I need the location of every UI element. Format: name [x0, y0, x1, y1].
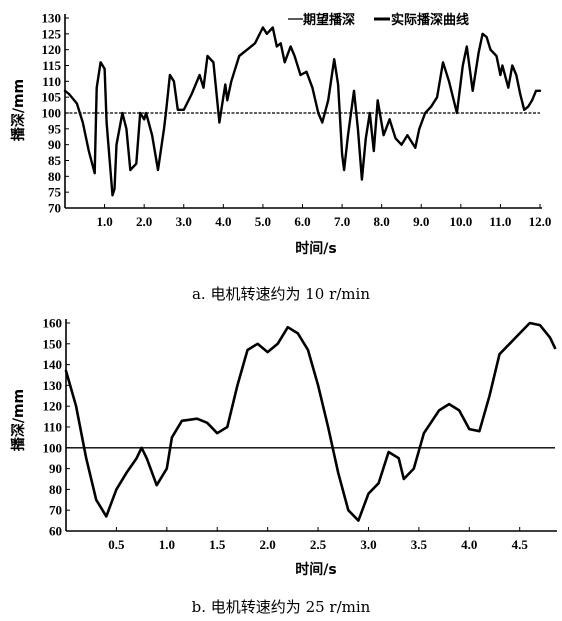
x-tick-label-b: 1.0 [159, 537, 175, 552]
y-tick-label-a: 70 [48, 201, 61, 216]
y-tick-label-a: 130 [42, 11, 62, 26]
y-tick-label-b: 120 [43, 399, 63, 414]
x-tick-label-a: 4.0 [215, 214, 231, 229]
legend-label-expected: 期望播深 [303, 12, 355, 28]
y-tick-label-b: 80 [49, 482, 62, 497]
x-tick-label-b: 4.5 [512, 537, 529, 552]
x-tick-label-b: 3.5 [411, 537, 428, 552]
legend-label-actual: 实际播深曲线 [391, 12, 469, 28]
series-line-b [64, 321, 557, 522]
y-tick-label-b: 90 [49, 461, 62, 476]
x-tick-label-a: 6.0 [294, 214, 310, 229]
y-axis-label-b: 播深/mm [10, 389, 27, 451]
y-tick-label-b: 110 [43, 420, 62, 435]
y-tick-label-a: 100 [42, 106, 62, 121]
x-tick-label-b: 3.0 [360, 537, 376, 552]
x-tick-label-a: 9.0 [413, 214, 429, 229]
x-tick-label-b: 2.5 [310, 537, 327, 552]
x-tick-label-b: 2.0 [260, 537, 276, 552]
y-tick-label-a: 115 [42, 58, 61, 73]
y-tick-label-a: 85 [48, 153, 62, 168]
y-tick-label-a: 90 [48, 137, 61, 152]
y-tick-label-a: 120 [42, 42, 62, 57]
y-tick-label-b: 70 [49, 503, 62, 518]
x-tick-label-a: 2.0 [136, 214, 152, 229]
x-tick-label-a: 11.0 [489, 214, 511, 229]
chart-b: 60 70 80 90 100 110 120 130 140 150 160 0.5 1.0 1.5 2.… [10, 316, 557, 616]
series-line-a [63, 26, 542, 197]
y-axis-label-a: 播深/mm [10, 79, 27, 141]
y-tick-label-a: 105 [42, 90, 62, 105]
x-tick-label-a: 3.0 [176, 214, 192, 229]
x-tick-label-a: 1.0 [96, 214, 112, 229]
x-tick-label-a: 12.0 [529, 214, 552, 229]
x-tick-label-a: 10.0 [449, 214, 472, 229]
y-tick-label-b: 60 [49, 524, 62, 539]
caption-b: b. 电机转速约为 25 r/min [192, 598, 371, 616]
y-tick-label-a: 75 [48, 185, 62, 200]
y-tick-label-a: 125 [42, 26, 62, 41]
plot-area-b: 60 70 80 90 100 110 120 130 140 150 160 0.5 1.0 1.5 2.… [43, 316, 557, 552]
y-tick-label-b: 100 [43, 440, 63, 455]
x-axis-label-b: 时间/s [295, 561, 336, 578]
x-tick-label-a: 7.0 [334, 214, 350, 229]
legend-a: 期望播深 实际播深曲线 [288, 12, 469, 28]
x-tick-label-a: 5.0 [255, 214, 271, 229]
y-tick-label-b: 130 [43, 378, 63, 393]
y-tick-label-a: 110 [42, 74, 61, 89]
x-tick-label-b: 0.5 [108, 537, 125, 552]
caption-a: a. 电机转速约为 10 r/min [192, 285, 370, 303]
y-tick-label-a: 80 [48, 169, 61, 184]
x-axis-label-a: 时间/s [295, 240, 336, 257]
y-tick-label-a: 95 [48, 121, 62, 136]
y-tick-label-b: 160 [43, 316, 63, 331]
y-tick-label-b: 150 [43, 336, 63, 351]
x-tick-label-b: 1.5 [209, 537, 226, 552]
x-tick-label-b: 4.0 [461, 537, 477, 552]
x-tick-label-a: 8.0 [374, 214, 390, 229]
y-tick-label-b: 140 [43, 357, 63, 372]
